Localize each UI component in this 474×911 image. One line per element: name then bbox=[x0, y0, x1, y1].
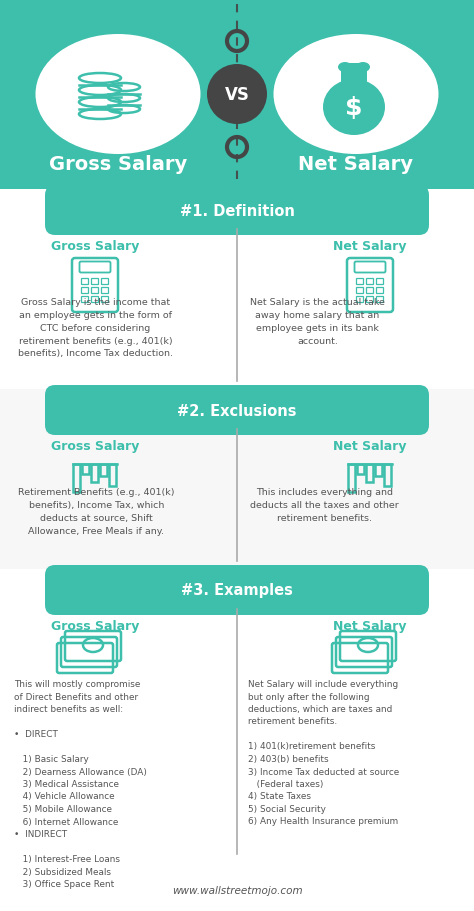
Ellipse shape bbox=[36, 35, 201, 155]
Text: Gross Salary: Gross Salary bbox=[51, 439, 139, 453]
Text: Net Salary is the actual take
away home salary that an
employee gets in its bank: Net Salary is the actual take away home … bbox=[250, 298, 385, 345]
Ellipse shape bbox=[323, 80, 385, 136]
Text: Net Salary: Net Salary bbox=[333, 619, 407, 632]
Bar bbox=[356, 279, 364, 284]
Ellipse shape bbox=[273, 35, 438, 155]
Text: Net Salary: Net Salary bbox=[333, 439, 407, 453]
Bar bbox=[109, 465, 117, 486]
Text: Gross Salary is the income that
an employee gets in the form of
CTC before consi: Gross Salary is the income that an emplo… bbox=[18, 298, 173, 358]
Ellipse shape bbox=[356, 63, 370, 73]
Circle shape bbox=[349, 65, 359, 75]
Text: Gross Salary: Gross Salary bbox=[51, 240, 139, 252]
Bar bbox=[82, 465, 90, 475]
Bar bbox=[91, 297, 99, 302]
Bar bbox=[91, 279, 99, 284]
Bar bbox=[348, 465, 356, 493]
Bar bbox=[356, 297, 364, 302]
FancyBboxPatch shape bbox=[45, 186, 429, 236]
Bar bbox=[101, 279, 109, 284]
Bar bbox=[82, 297, 89, 302]
Bar bbox=[73, 465, 81, 493]
Bar bbox=[375, 465, 383, 476]
Ellipse shape bbox=[338, 63, 352, 73]
Text: #2. Exclusions: #2. Exclusions bbox=[177, 403, 297, 418]
Circle shape bbox=[207, 65, 267, 125]
Text: VS: VS bbox=[225, 86, 249, 104]
Text: www.wallstreetmojo.com: www.wallstreetmojo.com bbox=[172, 885, 302, 896]
FancyBboxPatch shape bbox=[45, 385, 429, 435]
Text: Net Salary: Net Salary bbox=[299, 156, 413, 174]
FancyBboxPatch shape bbox=[45, 566, 429, 615]
Bar bbox=[0, 874, 474, 911]
Bar bbox=[366, 297, 374, 302]
Bar bbox=[101, 288, 109, 293]
Bar bbox=[82, 279, 89, 284]
Bar bbox=[0, 0, 474, 189]
Text: Gross Salary: Gross Salary bbox=[51, 619, 139, 632]
Bar bbox=[100, 465, 108, 476]
FancyBboxPatch shape bbox=[341, 64, 367, 86]
Text: This includes everything and
deducts all the taxes and other
retirement benefits: This includes everything and deducts all… bbox=[250, 487, 399, 522]
Bar bbox=[356, 288, 364, 293]
Text: Net Salary: Net Salary bbox=[333, 240, 407, 252]
Bar bbox=[82, 288, 89, 293]
Bar bbox=[0, 189, 474, 390]
Text: #3. Examples: #3. Examples bbox=[181, 583, 293, 598]
Text: Net Salary will include everything
but only after the following
deductions, whic: Net Salary will include everything but o… bbox=[248, 680, 399, 825]
Bar bbox=[366, 279, 374, 284]
Bar bbox=[376, 279, 383, 284]
Bar bbox=[91, 288, 99, 293]
Text: Retirement Benefits (e.g., 401(k)
benefits), Income Tax, which
deducts at source: Retirement Benefits (e.g., 401(k) benefi… bbox=[18, 487, 174, 535]
Text: $: $ bbox=[345, 96, 363, 120]
Bar bbox=[384, 465, 392, 486]
Bar bbox=[0, 569, 474, 874]
Bar bbox=[357, 465, 365, 475]
Bar bbox=[91, 465, 99, 483]
Bar bbox=[101, 297, 109, 302]
Text: Gross Salary: Gross Salary bbox=[49, 156, 187, 174]
Text: This will mostly compromise
of Direct Benefits and other
indirect benefits as we: This will mostly compromise of Direct Be… bbox=[14, 680, 147, 888]
Bar bbox=[376, 288, 383, 293]
Bar bbox=[366, 465, 374, 483]
Bar bbox=[376, 297, 383, 302]
Text: #1. Definition: #1. Definition bbox=[180, 203, 294, 219]
Bar bbox=[0, 390, 474, 569]
Bar bbox=[366, 288, 374, 293]
